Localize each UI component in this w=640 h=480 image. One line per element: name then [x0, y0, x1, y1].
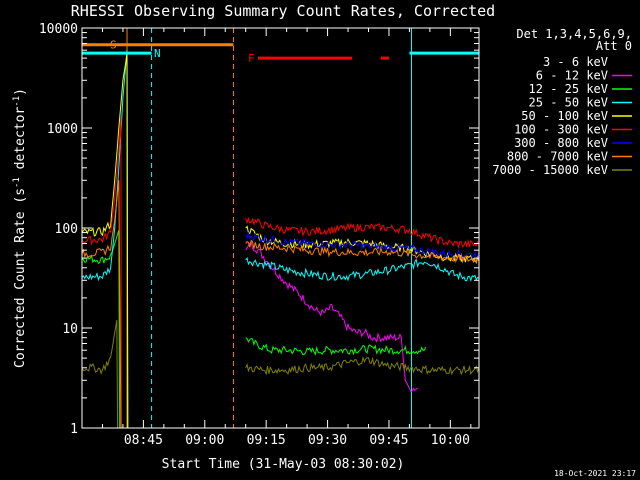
legend-entry-label: 12 - 25 keV	[529, 82, 608, 96]
x-tick-label: 08:45	[124, 433, 163, 448]
legend-entry-label: 6 - 12 keV	[536, 69, 608, 83]
chart-title: RHESSI Observing Summary Count Rates, Co…	[71, 2, 495, 20]
y-axis-label-part3: )	[13, 88, 28, 96]
x-tick-label: 09:45	[369, 433, 408, 448]
status-flag-label: N	[154, 47, 161, 60]
series-line-0	[245, 239, 402, 315]
series-line-7	[82, 180, 122, 428]
series-layer	[82, 50, 479, 428]
y-axis-ticks: 1 10 100 1000 10000	[39, 22, 479, 437]
series-line-2	[245, 337, 427, 356]
series-line-4	[82, 53, 129, 428]
y-tick-label: 1	[70, 422, 78, 437]
y-axis-label-part1: Corrected Count Rate (s	[13, 188, 28, 368]
y-axis-label-sup2: -1	[12, 96, 22, 107]
status-flag-label: F	[248, 52, 255, 65]
legend-entry-label: 25 - 50 keV	[529, 96, 608, 110]
legend-header-2: Att 0	[596, 39, 632, 53]
legend-entry-label: 300 - 800 keV	[514, 136, 608, 150]
x-tick-label: 09:00	[185, 433, 224, 448]
x-axis-ticks: 08:45 09:00 09:15 09:30 09:45 10:00	[101, 28, 472, 448]
series-line-7	[245, 239, 479, 265]
legend-entry-label: 7000 - 15000 keV	[492, 163, 608, 177]
timestamp: 18-Oct-2021 23:17	[554, 469, 636, 478]
y-tick-label: 1000	[47, 122, 78, 137]
x-tick-label: 09:30	[308, 433, 347, 448]
y-tick-label: 100	[55, 222, 78, 237]
y-axis-label-part2: detector	[13, 107, 28, 178]
series-line-2	[82, 230, 121, 428]
series-line-3	[245, 256, 479, 283]
series-line-3	[82, 50, 129, 428]
series-line-5	[245, 216, 479, 249]
series-line-8	[82, 320, 119, 428]
series-line-6	[245, 232, 479, 259]
legend-header-1: Det 1,3,4,5,6,9,	[516, 27, 632, 41]
x-axis-label: Start Time (31-May-03 08:30:02)	[162, 457, 405, 472]
status-flag-label: S	[110, 39, 117, 52]
y-axis-label: Corrected Count Rate (s-1 detector-1)	[12, 88, 28, 368]
y-axis-label-sup1: -1	[12, 177, 22, 188]
legend-entry-label: 3 - 6 keV	[543, 55, 608, 69]
y-tick-label: 10	[62, 322, 78, 337]
y-tick-label: 10000	[39, 22, 78, 37]
legend-entry-label: 50 - 100 keV	[521, 109, 608, 123]
legend-entry-label: 800 - 7000 keV	[507, 150, 608, 164]
legend-entry-label: 100 - 300 keV	[514, 123, 608, 137]
series-line-8	[245, 355, 479, 376]
series-line-1	[245, 240, 418, 393]
status-flags: S N F	[82, 39, 479, 65]
series-line-5	[82, 116, 122, 428]
x-tick-label: 10:00	[431, 433, 470, 448]
x-tick-label: 09:15	[247, 433, 286, 448]
